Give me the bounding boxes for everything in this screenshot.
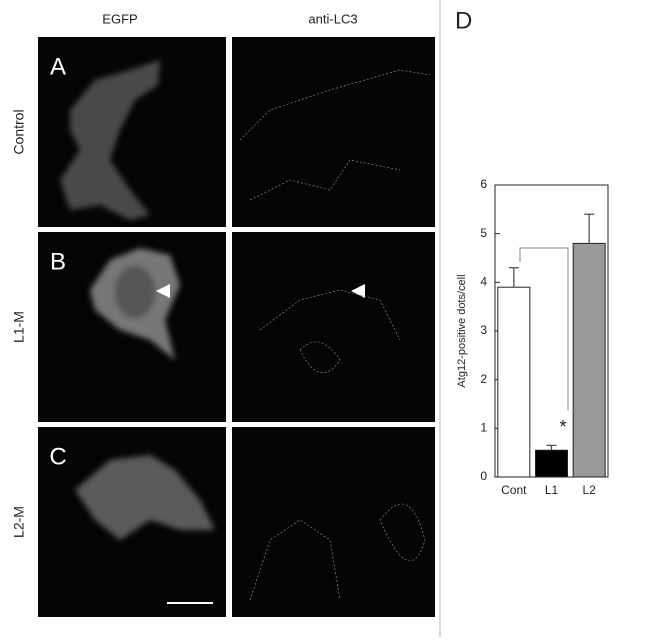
cell-c [75,455,215,540]
annotation: * [559,417,566,437]
panel-letter: B [50,248,66,275]
significance-bracket [519,247,569,410]
bar [534,449,569,478]
y-axis-label: Atg12-positive dots/cell [456,274,468,387]
row-label: Control [11,109,27,154]
image-c-lc3 [232,427,435,617]
y-tick-label: 6 [480,177,487,191]
panel-letter: A [50,53,66,80]
cell-outline [259,289,401,374]
arrowhead [351,284,365,298]
arrowhead [156,284,170,298]
image-a-lc3 [232,37,435,227]
x-tick-label: L2 [582,483,596,497]
column-header: EGFP [102,11,137,26]
y-tick-label: 0 [480,469,487,483]
y-tick-label: 3 [480,323,487,337]
row-label: L1-M [11,311,27,343]
nucleus-b [115,266,155,318]
y-tick-label: 2 [480,372,487,386]
cell-outline [249,503,426,601]
y-tick-label: 4 [480,275,487,289]
image-b-lc3 [232,232,435,422]
micrographs [38,37,435,617]
panel-letter: D [455,7,472,34]
bar [572,242,606,478]
y-tick-label: 5 [480,226,487,240]
panel-letter: C [49,443,66,470]
column-header: anti-LC3 [308,11,357,26]
cell-a [60,60,160,220]
x-tick-label: Cont [501,483,527,497]
cell-outline [239,69,431,201]
y-tick-label: 1 [480,421,487,435]
x-tick-label: L1 [545,483,559,497]
bar-chart: 0 1 2 3 4 5 6 Cont L1 L2 [480,177,609,497]
plot-frame [494,184,609,478]
bar [497,286,531,478]
row-label: L2-M [11,506,27,538]
